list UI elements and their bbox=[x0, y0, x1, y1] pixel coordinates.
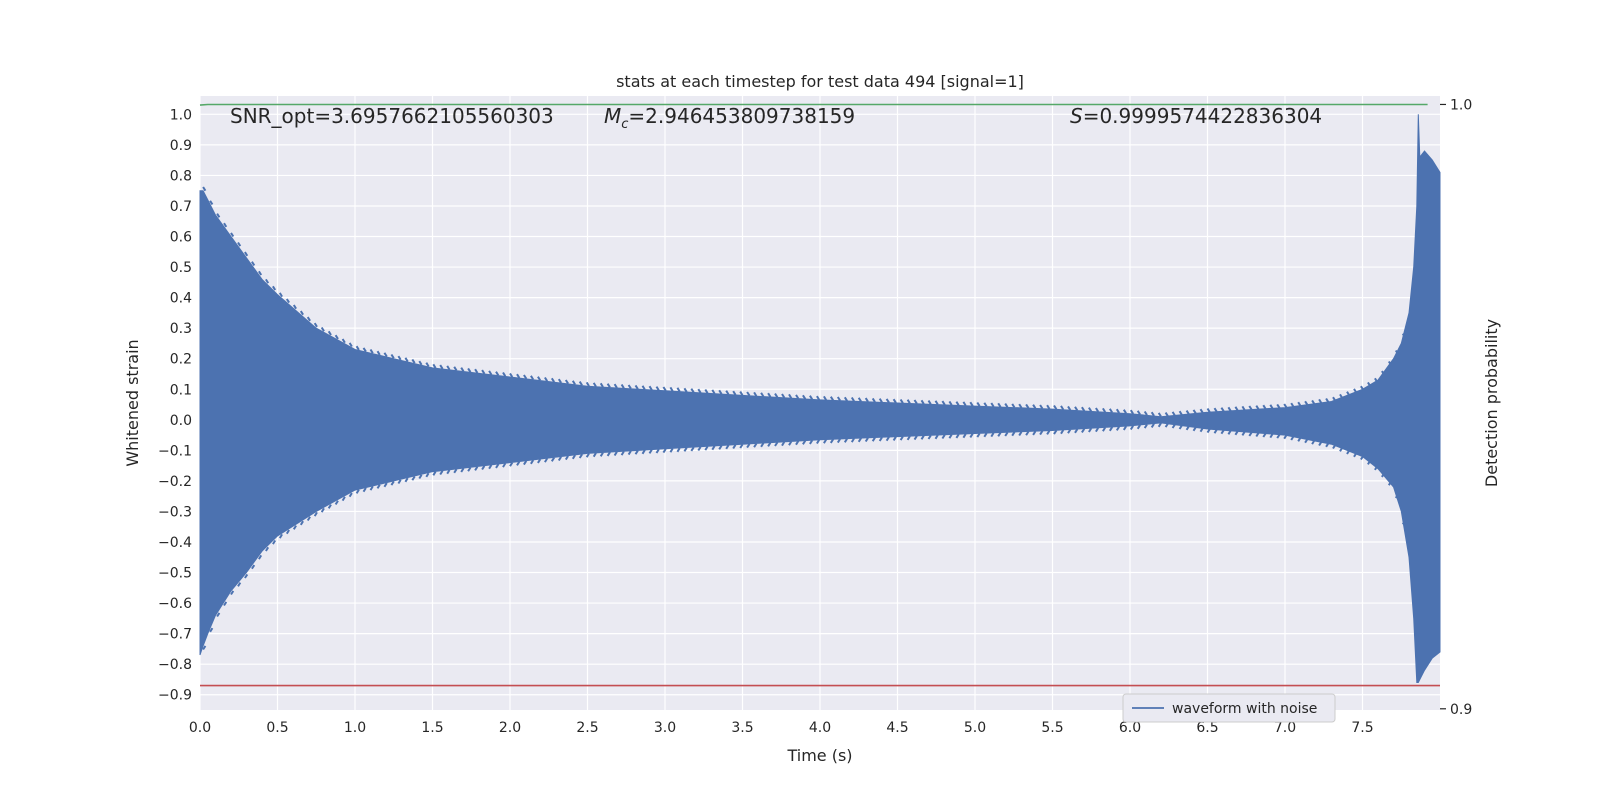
x-tick-label: 0.0 bbox=[189, 720, 211, 736]
x-tick-label: 3.0 bbox=[654, 720, 676, 736]
y-tick-label: −0.7 bbox=[158, 627, 192, 643]
x-tick-label: 2.5 bbox=[576, 720, 598, 736]
x-tick-label: 6.0 bbox=[1119, 720, 1141, 736]
x-tick-label: 7.5 bbox=[1351, 720, 1373, 736]
x-tick-label: 6.5 bbox=[1196, 720, 1218, 736]
chirp-mass-symbol: M bbox=[604, 104, 621, 128]
y-tick-label: −0.8 bbox=[158, 657, 192, 673]
x-tick-label: 7.0 bbox=[1274, 720, 1296, 736]
chirp-mass-subscript: c bbox=[621, 117, 628, 132]
y-tick-label: 0.2 bbox=[170, 352, 192, 368]
chirp-mass-annotation: Mc=2.946453809738159 bbox=[604, 104, 855, 132]
y-tick-label: 0.4 bbox=[170, 291, 192, 307]
x-tick-label: 0.5 bbox=[266, 720, 288, 736]
right-tick-label: 0.9 bbox=[1450, 702, 1472, 718]
y-tick-label: 1.0 bbox=[170, 107, 192, 123]
score-annotation: S=0.9999574422836304 bbox=[1070, 104, 1322, 128]
right-tick-label: 1.0 bbox=[1450, 97, 1472, 113]
legend-box bbox=[1122, 693, 1336, 723]
y-tick-label: 0.1 bbox=[170, 382, 192, 398]
chart-title: stats at each timestep for test data 494… bbox=[616, 72, 1024, 91]
x-tick-label: 1.5 bbox=[421, 720, 443, 736]
x-tick-label: 1.0 bbox=[344, 720, 366, 736]
y-tick-label: −0.2 bbox=[158, 474, 192, 490]
waveform-ripple-path bbox=[202, 186, 1406, 651]
snr-annotation: SNR_opt=3.6957662105560303 bbox=[230, 104, 554, 128]
series-layer bbox=[199, 103, 1441, 687]
y-tick-label: −0.1 bbox=[158, 443, 192, 459]
x-tick-label: 3.5 bbox=[731, 720, 753, 736]
y-tick-label: 0.7 bbox=[170, 199, 192, 215]
score-symbol: S bbox=[1070, 104, 1083, 128]
legend: waveform with noise bbox=[1122, 693, 1336, 723]
y-tick-label: 0.5 bbox=[170, 260, 192, 276]
y-tick-label: −0.5 bbox=[158, 566, 192, 582]
y-axis-label: Whitened strain bbox=[123, 339, 142, 466]
x-tick-label: 2.0 bbox=[499, 720, 521, 736]
y-tick-label: 0.3 bbox=[170, 321, 192, 337]
chirp-mass-value: =2.946453809738159 bbox=[628, 104, 855, 128]
x-tick-label: 5.0 bbox=[964, 720, 986, 736]
x-tick-label: 4.5 bbox=[886, 720, 908, 736]
y-tick-label: −0.6 bbox=[158, 596, 192, 612]
y-tick-label: 0.8 bbox=[170, 168, 192, 184]
y-tick-label: 0.0 bbox=[170, 413, 192, 429]
y-tick-label: 0.9 bbox=[170, 138, 192, 154]
waveform-series bbox=[199, 114, 1441, 683]
detection-probability-line bbox=[199, 103, 1428, 106]
legend-label-waveform: waveform with noise bbox=[1172, 701, 1317, 717]
y-axis-ticks: 1.0 0.9 0.8 0.7 0.6 0.5 0.4 0.3 0.2 0.1 0.0 −0.1 −0.… bbox=[158, 107, 192, 703]
waveform-ripples bbox=[202, 186, 1406, 651]
x-axis-label: Time (s) bbox=[786, 746, 852, 765]
x-axis-ticks: 0.0 0.5 1.0 1.5 2.0 2.5 3.0 3.5 4.0 4.5 5.0 5.5 6.0 6… bbox=[189, 720, 1374, 736]
y-tick-label: 0.6 bbox=[170, 230, 192, 246]
y-tick-label: −0.4 bbox=[158, 535, 192, 551]
y-tick-label: −0.9 bbox=[158, 688, 192, 704]
x-tick-label: 5.5 bbox=[1041, 720, 1063, 736]
x-tick-label: 4.0 bbox=[809, 720, 831, 736]
right-axis-ticks: 1.0 0.9 bbox=[1440, 97, 1472, 718]
score-value: =0.9999574422836304 bbox=[1083, 104, 1322, 128]
y-tick-label: −0.3 bbox=[158, 504, 192, 520]
right-axis-label: Detection probability bbox=[1482, 319, 1501, 487]
